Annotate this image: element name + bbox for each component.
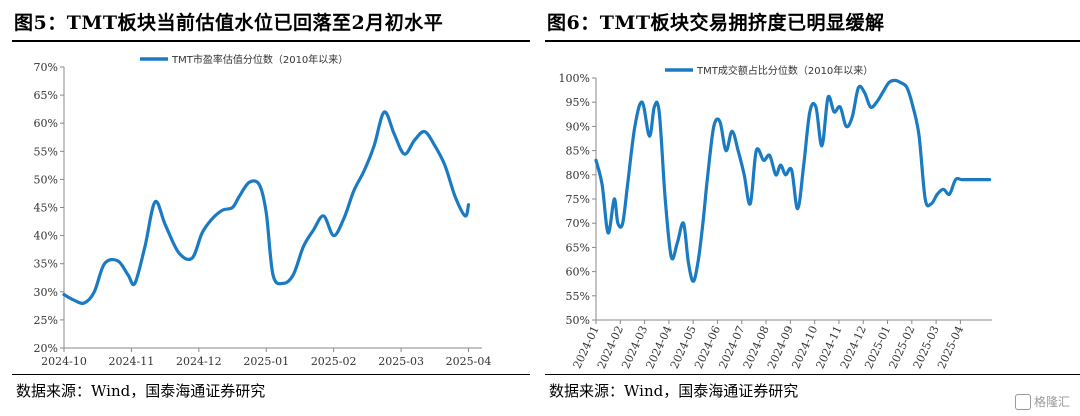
y-tick-label: 90% (566, 120, 590, 133)
y-tick-label: 65% (566, 241, 590, 254)
x-tick-label: 2024-10 (41, 355, 87, 368)
y-tick-label: 50% (566, 314, 590, 327)
y-tick-label: 80% (566, 169, 590, 182)
watermark-text: 格隆汇 (1033, 394, 1070, 409)
y-tick-label: 60% (34, 117, 58, 130)
chart-plot-right: 50%55%60%65%70%75%80%85%90%95%100%2024-0… (559, 64, 992, 371)
x-tick-label: 2024-12 (176, 355, 222, 368)
legend-label: TMT成交额占比分位数（2010年以来） (696, 64, 873, 77)
source-rule (545, 374, 1080, 375)
y-tick-label: 70% (566, 217, 590, 230)
y-tick-label: 65% (34, 89, 58, 102)
title-rule (545, 40, 1080, 42)
series-line (62, 110, 471, 305)
y-tick-label: 95% (566, 96, 590, 109)
series-line (594, 78, 992, 283)
y-tick-label: 20% (34, 342, 58, 355)
y-tick-label: 55% (566, 290, 590, 303)
x-tick-label: 2025-01 (243, 355, 289, 368)
y-tick-label: 25% (34, 314, 58, 327)
x-tick-label: 2025-02 (311, 355, 357, 368)
y-tick-label: 55% (34, 145, 58, 158)
logo-icon (1014, 394, 1031, 410)
watermark-logo: 格隆汇 (1014, 393, 1070, 410)
y-tick-label: 40% (34, 230, 58, 243)
y-tick-label: 75% (566, 193, 590, 206)
y-tick-label: 100% (559, 72, 590, 85)
chart-panel-right: 图6：TMT板块交易拥挤度已明显缓解 50% 55% 60% 65% 70% 75% 80%… (545, 0, 1080, 416)
x-tick-label: 2024-11 (109, 355, 155, 368)
y-tick-label: 50% (34, 173, 58, 186)
y-tick-label: 70% (34, 61, 58, 74)
chart-plot-left: 20% 25% 30% 35% 40% 45% 50% 55% 60% 65% 70% 2024-10… (34, 53, 492, 368)
title-rule (12, 40, 530, 42)
x-tick-label: 2025-04 (446, 355, 492, 368)
x-tick-label: 2025-03 (378, 355, 424, 368)
source-rule (12, 374, 530, 375)
legend-label: TMT市盈率估值分位数（2010年以来） (171, 53, 348, 66)
y-tick-label: 45% (34, 202, 58, 215)
chart-panel-left: 图5：TMT板块当前估值水位已回落至2月初水平 20% 25% 30% 35% 40% 4… (0, 0, 530, 416)
data-source: 数据来源：Wind，国泰海通证券研究 (16, 382, 266, 400)
chart-title: 图5：TMT板块当前估值水位已回落至2月初水平 (14, 12, 444, 34)
y-tick-label: 35% (34, 258, 58, 271)
y-tick-label: 60% (566, 266, 590, 279)
y-tick-label: 85% (566, 145, 590, 158)
data-source: 数据来源：Wind，国泰海通证券研究 (549, 382, 799, 400)
y-tick-label: 30% (34, 286, 58, 299)
chart-title: 图6：TMT板块交易拥挤度已明显缓解 (547, 12, 885, 34)
